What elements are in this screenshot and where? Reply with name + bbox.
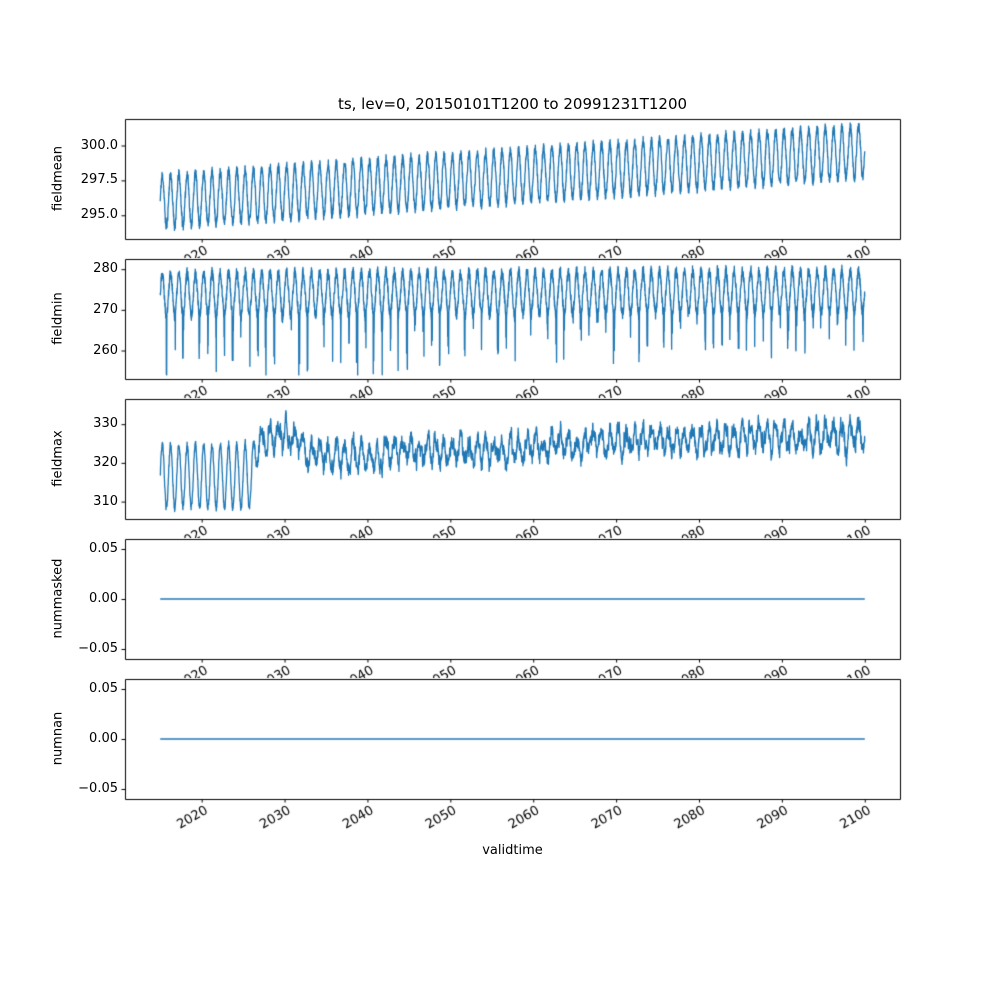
y-tick-label: −0.05 [78,641,118,656]
figure-title: ts, lev=0, 20150101T1200 to 20991231T120… [337,95,688,113]
y-tick-label: −0.05 [78,781,118,796]
y-tick-label: 310 [93,493,118,509]
y-tick-label: 280 [93,261,118,277]
y-tick-label: 270 [93,301,118,317]
y-tick-label: 0.00 [89,591,118,606]
y-tick-label: 0.00 [89,731,118,746]
y-axis-label-nummasked: nummasked [50,558,66,639]
y-axis-label-fieldmax: fieldmax [50,430,66,487]
y-tick-label: 0.05 [89,681,118,696]
y-tick-label: 300.0 [80,137,118,153]
y-axis-label-fieldmin: fieldmin [50,292,66,345]
y-tick-label: 297.5 [80,172,118,188]
y-axis-label-numnan: numnan [50,711,66,766]
y-tick-label: 295.0 [80,207,118,223]
y-tick-label: 260 [93,342,118,358]
y-tick-label: 320 [93,454,118,470]
x-axis-label: validtime [482,843,543,858]
y-tick-label: 0.05 [89,541,118,556]
y-axis-label-fieldmean: fieldmean [50,146,66,211]
y-tick-label: 330 [93,416,118,432]
